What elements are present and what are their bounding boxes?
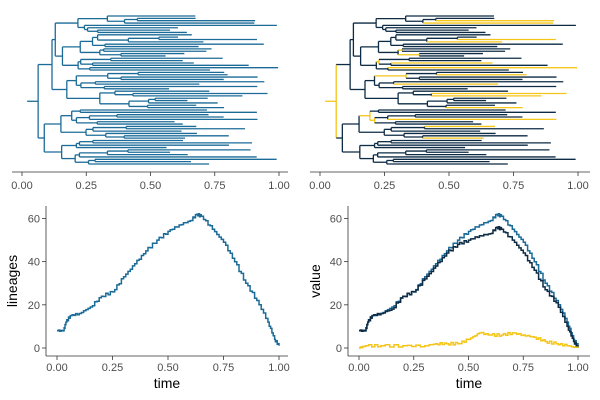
x-tick-label: 0.75 xyxy=(213,362,234,374)
value-chart: 0 20 40 60 0.00 0.25 0.50 0.75 1.00 time value xyxy=(307,206,590,391)
value-x-title: time xyxy=(456,375,483,391)
y-tick-label: 20 xyxy=(330,300,342,312)
y-tick-label: 0 xyxy=(34,343,40,355)
value-series xyxy=(359,213,579,349)
value-x-ticks: 0.00 0.25 0.50 0.75 1.00 xyxy=(348,356,589,374)
y-tick-label: 60 xyxy=(28,213,40,225)
x-tick-label: 0.25 xyxy=(374,180,395,192)
y-tick-label: 60 xyxy=(330,213,342,225)
value-y-ticks: 0 20 40 60 xyxy=(330,213,348,355)
x-tick-label: 1.00 xyxy=(268,180,289,192)
x-tick-label: 0.25 xyxy=(102,362,123,374)
y-tick-label: 40 xyxy=(28,257,40,269)
tree-right-x-ticks: 0.00 0.25 0.50 0.75 1.00 xyxy=(309,172,589,192)
lineages-y-title: lineages xyxy=(4,255,20,307)
tree-right-branches xyxy=(325,15,578,165)
lineages-y-ticks: 0 20 40 60 xyxy=(28,213,46,355)
x-tick-label: 0.50 xyxy=(458,362,479,374)
x-tick-label: 0.75 xyxy=(204,180,225,192)
lineages-chart: 0 20 40 60 0.00 0.25 0.50 0.75 1.00 time lineag… xyxy=(4,206,290,391)
lineages-x-title: time xyxy=(154,375,181,391)
x-tick-label: 1.00 xyxy=(567,180,588,192)
series-line xyxy=(359,331,579,349)
tree-panel-left: 0.00 0.25 0.50 0.75 1.00 xyxy=(11,15,290,192)
y-tick-label: 0 xyxy=(336,343,342,355)
value-y-title: value xyxy=(307,264,323,298)
x-tick-label: 0.00 xyxy=(46,362,67,374)
x-tick-label: 0.75 xyxy=(503,180,524,192)
tree-left-branches xyxy=(27,15,279,165)
lineages-series xyxy=(57,213,280,346)
lineages-x-ticks: 0.00 0.25 0.50 0.75 1.00 xyxy=(46,356,290,374)
x-tick-label: 0.25 xyxy=(403,362,424,374)
x-tick-label: 1.00 xyxy=(567,362,588,374)
x-tick-label: 0.00 xyxy=(11,180,32,192)
x-tick-label: 0.00 xyxy=(348,362,369,374)
x-tick-label: 0.50 xyxy=(157,362,178,374)
x-tick-label: 0.75 xyxy=(513,362,534,374)
tree-left-x-ticks: 0.00 0.25 0.50 0.75 1.00 xyxy=(11,172,290,192)
x-tick-label: 0.00 xyxy=(309,180,330,192)
x-tick-label: 0.50 xyxy=(140,180,161,192)
tree-panel-right: 0.00 0.25 0.50 0.75 1.00 xyxy=(309,15,590,192)
y-tick-label: 40 xyxy=(330,257,342,269)
x-tick-label: 1.00 xyxy=(268,362,289,374)
series-line xyxy=(359,213,579,346)
y-tick-label: 20 xyxy=(28,300,40,312)
x-tick-label: 0.50 xyxy=(438,180,459,192)
x-tick-label: 0.25 xyxy=(76,180,97,192)
series-line xyxy=(359,226,579,348)
series-line xyxy=(57,213,280,346)
